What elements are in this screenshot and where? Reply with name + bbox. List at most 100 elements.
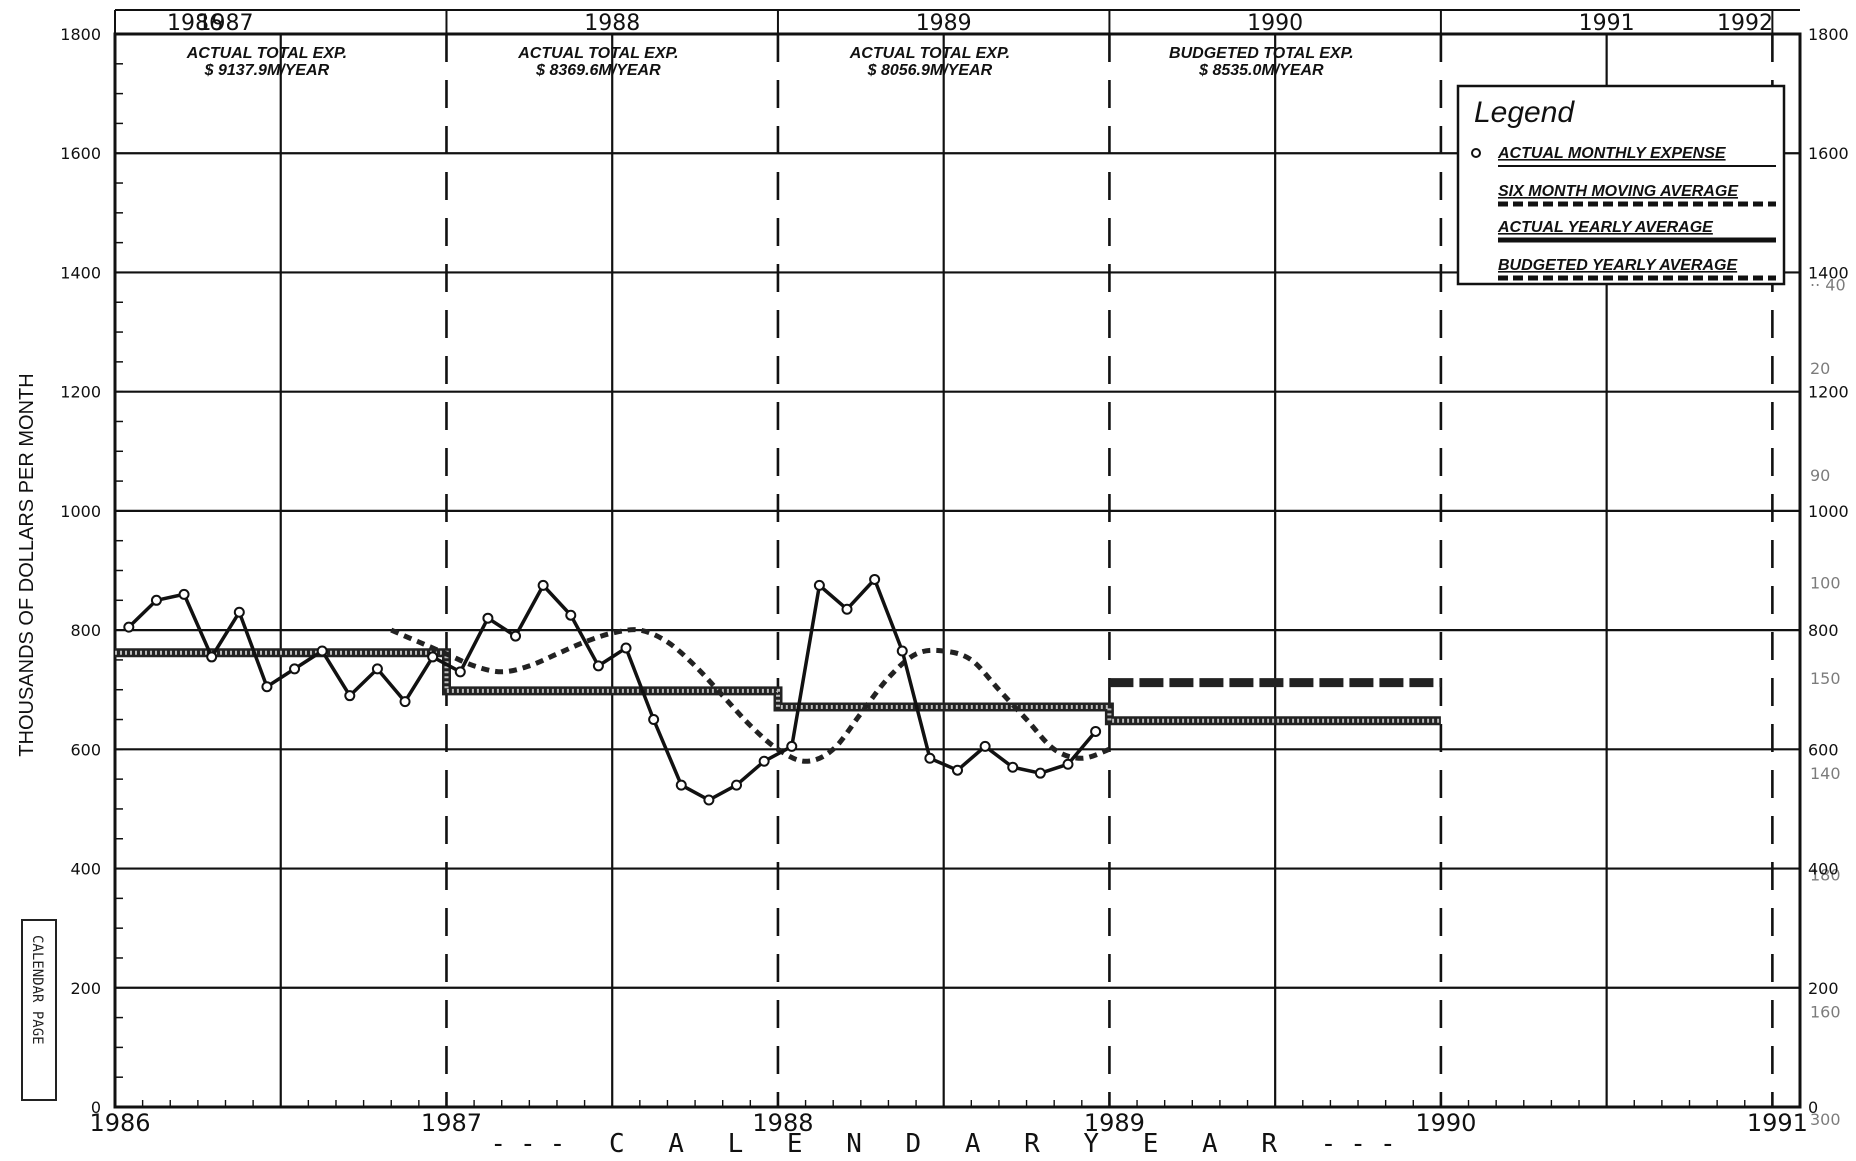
right-tick-label: 200 bbox=[1808, 979, 1839, 998]
stamp-box bbox=[21, 919, 57, 1101]
right-tick-label: 1400 bbox=[1808, 263, 1849, 282]
actual-monthly-expense-point bbox=[703, 794, 715, 806]
period-annotation-line2: $ 8369.6M/YEAR bbox=[535, 62, 661, 79]
actual-monthly-expense-point bbox=[316, 645, 328, 657]
x-tick-label-top: 1992 bbox=[1717, 11, 1773, 36]
actual-monthly-expense-point bbox=[371, 663, 383, 675]
x-tick-label-top: 1986 bbox=[167, 11, 223, 36]
actual-monthly-expense-point bbox=[1007, 761, 1019, 773]
legend-entry-label: SIX MONTH MOVING AVERAGE bbox=[1498, 183, 1739, 200]
period-annotation-line1: ACTUAL TOTAL EXP. bbox=[849, 45, 1010, 62]
x-tick-label-bottom: 1986 bbox=[89, 1109, 150, 1137]
right-tick-label: 800 bbox=[1808, 621, 1839, 640]
actual-monthly-expense-point bbox=[1034, 767, 1046, 779]
actual-monthly-expense-point bbox=[592, 660, 604, 672]
actual-monthly-expense-point bbox=[675, 779, 687, 791]
right-tick-label: 1200 bbox=[1808, 383, 1849, 402]
x-tick-label-top: 1987 bbox=[197, 11, 253, 36]
period-annotation-line1: BUDGETED TOTAL EXP. bbox=[1169, 45, 1354, 62]
legend-entry-label: BUDGETED YEARLY AVERAGE bbox=[1498, 257, 1738, 274]
y-tick-label: 0 bbox=[91, 1098, 101, 1117]
actual-monthly-expense-point bbox=[150, 594, 162, 606]
y-tick-label: 1200 bbox=[60, 383, 101, 402]
right-offset-label: 140 bbox=[1810, 764, 1841, 783]
actual-monthly-expense-point bbox=[841, 603, 853, 615]
right-offset-label: 180 bbox=[1810, 866, 1841, 885]
period-annotation-line2: $ 8056.9M/YEAR bbox=[867, 62, 993, 79]
actual-monthly-expense-point bbox=[620, 642, 632, 654]
actual-monthly-expense-point bbox=[399, 696, 411, 708]
actual-monthly-expense-point bbox=[482, 612, 494, 624]
right-offset-label: 150 bbox=[1810, 669, 1841, 688]
y-axis-title: THOUSANDS OF DOLLARS PER MONTH bbox=[16, 373, 38, 756]
actual-monthly-expense-point bbox=[123, 621, 135, 633]
actual-monthly-expense-point bbox=[979, 740, 991, 752]
right-tick-label: 0 bbox=[1808, 1098, 1818, 1117]
actual-monthly-expense-point bbox=[758, 755, 770, 767]
right-offset-label: 300 bbox=[1810, 1110, 1841, 1129]
legend-entry-label: ACTUAL YEARLY AVERAGE bbox=[1497, 219, 1714, 236]
legend: Legend ACTUAL MONTHLY EXPENSE SIX MONTH MO… bbox=[1456, 84, 1786, 286]
x-tick-label-top: 1990 bbox=[1247, 11, 1303, 36]
actual-yearly-average-hatch bbox=[115, 650, 1441, 723]
y-tick-label: 600 bbox=[70, 740, 101, 759]
x-axis-title: --- C A L E N D A R Y E A R --- bbox=[490, 1129, 1409, 1159]
legend-box bbox=[1456, 84, 1786, 286]
actual-monthly-expense-point bbox=[896, 645, 908, 657]
actual-monthly-expense-point bbox=[206, 651, 218, 663]
stamp-text: CALENDAR PAGE bbox=[29, 935, 45, 1045]
y-tick-label: 1600 bbox=[60, 144, 101, 163]
actual-monthly-expense-point bbox=[813, 579, 825, 591]
right-tick-label: 1800 bbox=[1808, 25, 1849, 44]
actual-monthly-expense-point bbox=[731, 779, 743, 791]
x-tick-label-bottom: 1987 bbox=[421, 1109, 482, 1137]
y-tick-label: 1400 bbox=[60, 263, 101, 282]
right-offset-label: ·· 40 bbox=[1810, 275, 1846, 294]
legend-marker-icon bbox=[1471, 148, 1481, 158]
right-tick-label: 1000 bbox=[1808, 502, 1849, 521]
actual-monthly-expense-point bbox=[648, 714, 660, 726]
right-tick-label: 600 bbox=[1808, 740, 1839, 759]
legend-entry-label: ACTUAL MONTHLY EXPENSE bbox=[1497, 145, 1727, 162]
actual-monthly-expense-point bbox=[869, 573, 881, 585]
right-tick-label: 1600 bbox=[1808, 144, 1849, 163]
y-tick-label: 1000 bbox=[60, 502, 101, 521]
x-tick-label-top: 1991 bbox=[1579, 11, 1635, 36]
actual-monthly-expense-point bbox=[261, 681, 273, 693]
actual-monthly-expense-point bbox=[344, 690, 356, 702]
x-tick-label-bottom: 1990 bbox=[1415, 1109, 1476, 1137]
actual-monthly-expense-point bbox=[952, 764, 963, 776]
x-tick-label-bottom: 1988 bbox=[752, 1109, 813, 1137]
x-tick-label-bottom: 1991 bbox=[1747, 1109, 1808, 1137]
x-tick-label-bottom: 1989 bbox=[1084, 1109, 1145, 1137]
series-layer bbox=[115, 573, 1441, 806]
period-annotation-line2: $ 9137.9M/YEAR bbox=[204, 62, 330, 79]
six-month-moving-average-line bbox=[390, 627, 1111, 764]
y-tick-label: 400 bbox=[70, 860, 101, 879]
calendar-page-stamp: CALENDAR PAGE bbox=[21, 919, 57, 1101]
x-tick-label-top: 1988 bbox=[584, 11, 640, 36]
period-annotation-line2: $ 8535.0M/YEAR bbox=[1198, 62, 1324, 79]
legend-title: Legend bbox=[1474, 96, 1575, 129]
y-tick-label: 800 bbox=[70, 621, 101, 640]
right-offset-label: 100 bbox=[1810, 573, 1841, 592]
actual-monthly-expense-point bbox=[924, 752, 936, 764]
period-annotation-line1: ACTUAL TOTAL EXP. bbox=[186, 45, 347, 62]
right-tick-label: 400 bbox=[1808, 860, 1839, 879]
y-tick-label: 200 bbox=[70, 979, 101, 998]
actual-monthly-expense-point bbox=[1062, 758, 1074, 770]
right-offset-label: 90 bbox=[1810, 466, 1830, 485]
actual-monthly-expense-point bbox=[427, 651, 439, 663]
right-offset-label: 20 bbox=[1810, 359, 1830, 378]
right-offset-label: 160 bbox=[1810, 1003, 1841, 1022]
actual-monthly-expense-point bbox=[537, 579, 549, 591]
actual-monthly-expense-point bbox=[289, 663, 301, 675]
actual-monthly-expense-point bbox=[1090, 725, 1102, 737]
actual-monthly-expense-point bbox=[786, 740, 798, 752]
grid bbox=[113, 9, 1802, 1109]
actual-monthly-expense-point bbox=[178, 588, 190, 600]
actual-monthly-expense-point bbox=[565, 609, 577, 621]
